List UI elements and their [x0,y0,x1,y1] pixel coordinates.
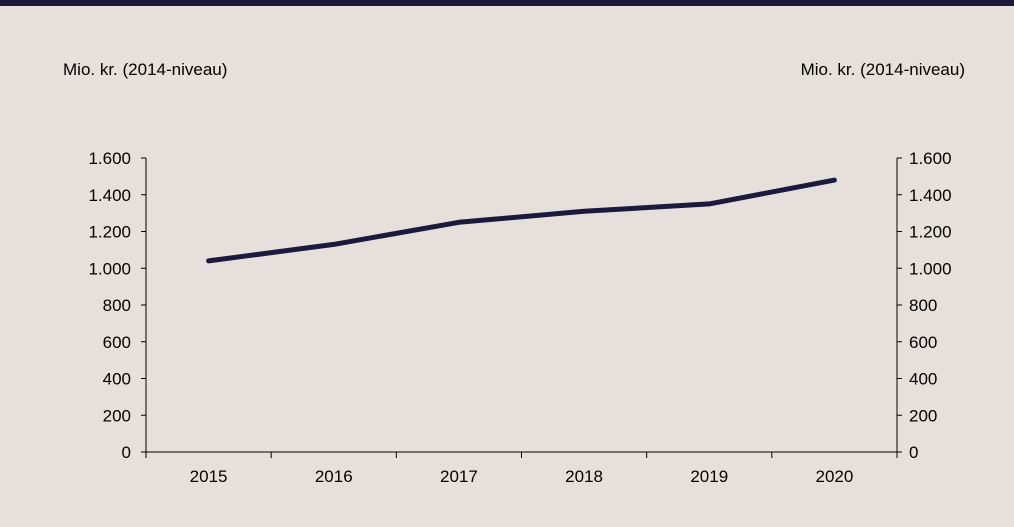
y-tick-label-left: 800 [103,296,131,315]
y-tick-label-left: 1.600 [88,149,131,168]
plot-group [206,177,837,264]
y-tick-label-right: 800 [909,296,937,315]
y-tick-label-right: 600 [909,333,937,352]
y-tick-label-right: 1.600 [909,149,952,168]
series-line [206,177,837,264]
y-tick-label-left: 1.200 [88,223,131,242]
y-tick-label-left: 0 [122,443,131,462]
y-tick-label-right: 1.200 [909,223,952,242]
x-tick-label: 2018 [565,467,603,486]
y-tick-label-right: 0 [909,443,918,462]
y-axis-label-right: Mio. kr. (2014-niveau) [801,60,965,79]
y-tick-label-left: 1.000 [88,259,131,278]
y-tick-label-left: 600 [103,333,131,352]
x-tick-label: 2019 [690,467,728,486]
top-rule [0,0,1014,6]
y-tick-label-left: 1.400 [88,186,131,205]
x-tick-label: 2015 [190,467,228,486]
y-tick-label-right: 1.400 [909,186,952,205]
y-tick-label-right: 200 [909,406,937,425]
y-axis-label-left: Mio. kr. (2014-niveau) [63,60,227,79]
axes-group: 0 0 200 200 400 400 600 600 800 800 1.000 1.000 1.20… [88,149,951,486]
x-tick-label: 2020 [816,467,854,486]
y-tick-label-left: 400 [103,370,131,389]
y-tick-label-right: 400 [909,370,937,389]
y-tick-label-right: 1.000 [909,259,952,278]
y-tick-label-left: 200 [103,406,131,425]
x-tick-label: 2016 [315,467,353,486]
x-tick-label: 2017 [440,467,478,486]
